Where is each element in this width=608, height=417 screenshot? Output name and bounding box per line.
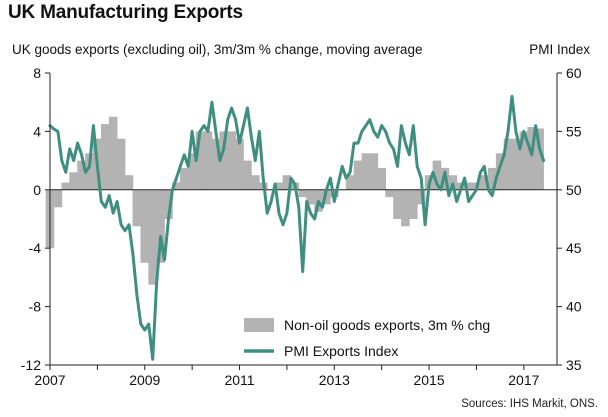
bar <box>116 138 126 190</box>
bar <box>487 167 497 190</box>
bar <box>448 175 458 190</box>
bar <box>274 182 284 190</box>
bar <box>243 160 252 190</box>
x-tick-label: 2015 <box>413 372 444 388</box>
bar <box>480 175 489 190</box>
bar <box>385 189 394 198</box>
legend-label-line: PMI Exports Index <box>284 343 398 359</box>
bar <box>464 182 473 190</box>
y-right-tick-label: 50 <box>566 182 582 198</box>
bar <box>211 138 221 190</box>
x-tick-label: 2007 <box>34 372 65 388</box>
bar <box>361 153 371 190</box>
bar <box>227 131 236 190</box>
source-note: Sources: IHS Markit, ONS. <box>461 398 598 410</box>
x-tick-label: 2011 <box>224 372 254 388</box>
bar <box>353 160 363 190</box>
bar <box>53 189 63 208</box>
bar <box>140 189 150 263</box>
y-right-tick-label: 55 <box>566 123 582 139</box>
bar <box>251 175 260 190</box>
y-right-tick-label: 35 <box>566 357 582 373</box>
bar <box>164 189 173 219</box>
bar <box>69 172 78 190</box>
bar <box>322 189 331 205</box>
bar <box>369 153 379 190</box>
bar <box>416 189 426 205</box>
y-left-tick-label: -12 <box>21 357 41 373</box>
bar <box>503 138 513 190</box>
bar <box>535 128 544 190</box>
bar <box>511 138 521 190</box>
y-left-tick-label: -4 <box>29 240 42 256</box>
bar <box>124 175 134 190</box>
legend-label-bars: Non-oil goods exports, 3m % chg <box>284 317 490 333</box>
y-left-tick-label: 8 <box>33 65 41 81</box>
bar <box>219 131 229 190</box>
y-left-tick-label: -8 <box>29 299 42 315</box>
bar <box>187 153 197 190</box>
bar <box>432 160 442 190</box>
y-left-tick-label: 0 <box>33 182 41 198</box>
bar <box>306 189 315 205</box>
chart-title: UK Manufacturing Exports <box>8 2 243 23</box>
y-right-tick-label: 40 <box>566 299 582 315</box>
bar <box>235 138 244 190</box>
x-tick-label: 2009 <box>129 372 160 388</box>
bar <box>108 116 118 190</box>
left-axis-label: UK goods exports (excluding oil), 3m/3m … <box>12 42 423 57</box>
bar <box>85 153 94 190</box>
bar <box>172 182 181 190</box>
pmi-exports-line <box>48 94 546 361</box>
bar <box>393 189 402 219</box>
line-series-group <box>48 94 546 361</box>
bar <box>132 189 142 227</box>
bar <box>519 131 529 190</box>
bar <box>156 189 165 263</box>
bar <box>61 182 71 190</box>
bar <box>179 167 189 190</box>
y-left-tick-label: 4 <box>33 123 41 139</box>
legend-swatch-bars <box>244 318 274 332</box>
bar <box>298 189 308 198</box>
bar <box>527 127 537 190</box>
bar <box>195 131 205 190</box>
legend: Non-oil goods exports, 3m % chg PMI Expo… <box>244 317 490 359</box>
bar <box>203 131 213 190</box>
right-axis-label: PMI Index <box>529 42 590 57</box>
bar <box>77 160 86 190</box>
bar <box>148 189 157 285</box>
bar <box>345 175 355 190</box>
y-right-tick-label: 60 <box>566 65 582 81</box>
bar <box>282 175 292 190</box>
bar <box>408 189 418 219</box>
bar <box>100 124 110 190</box>
x-tick-label: 2017 <box>508 372 539 388</box>
y-right-tick-label: 45 <box>566 240 582 256</box>
x-tick-label: 2013 <box>319 372 350 388</box>
bar <box>377 167 386 190</box>
bar <box>401 189 410 227</box>
bar <box>495 153 505 190</box>
